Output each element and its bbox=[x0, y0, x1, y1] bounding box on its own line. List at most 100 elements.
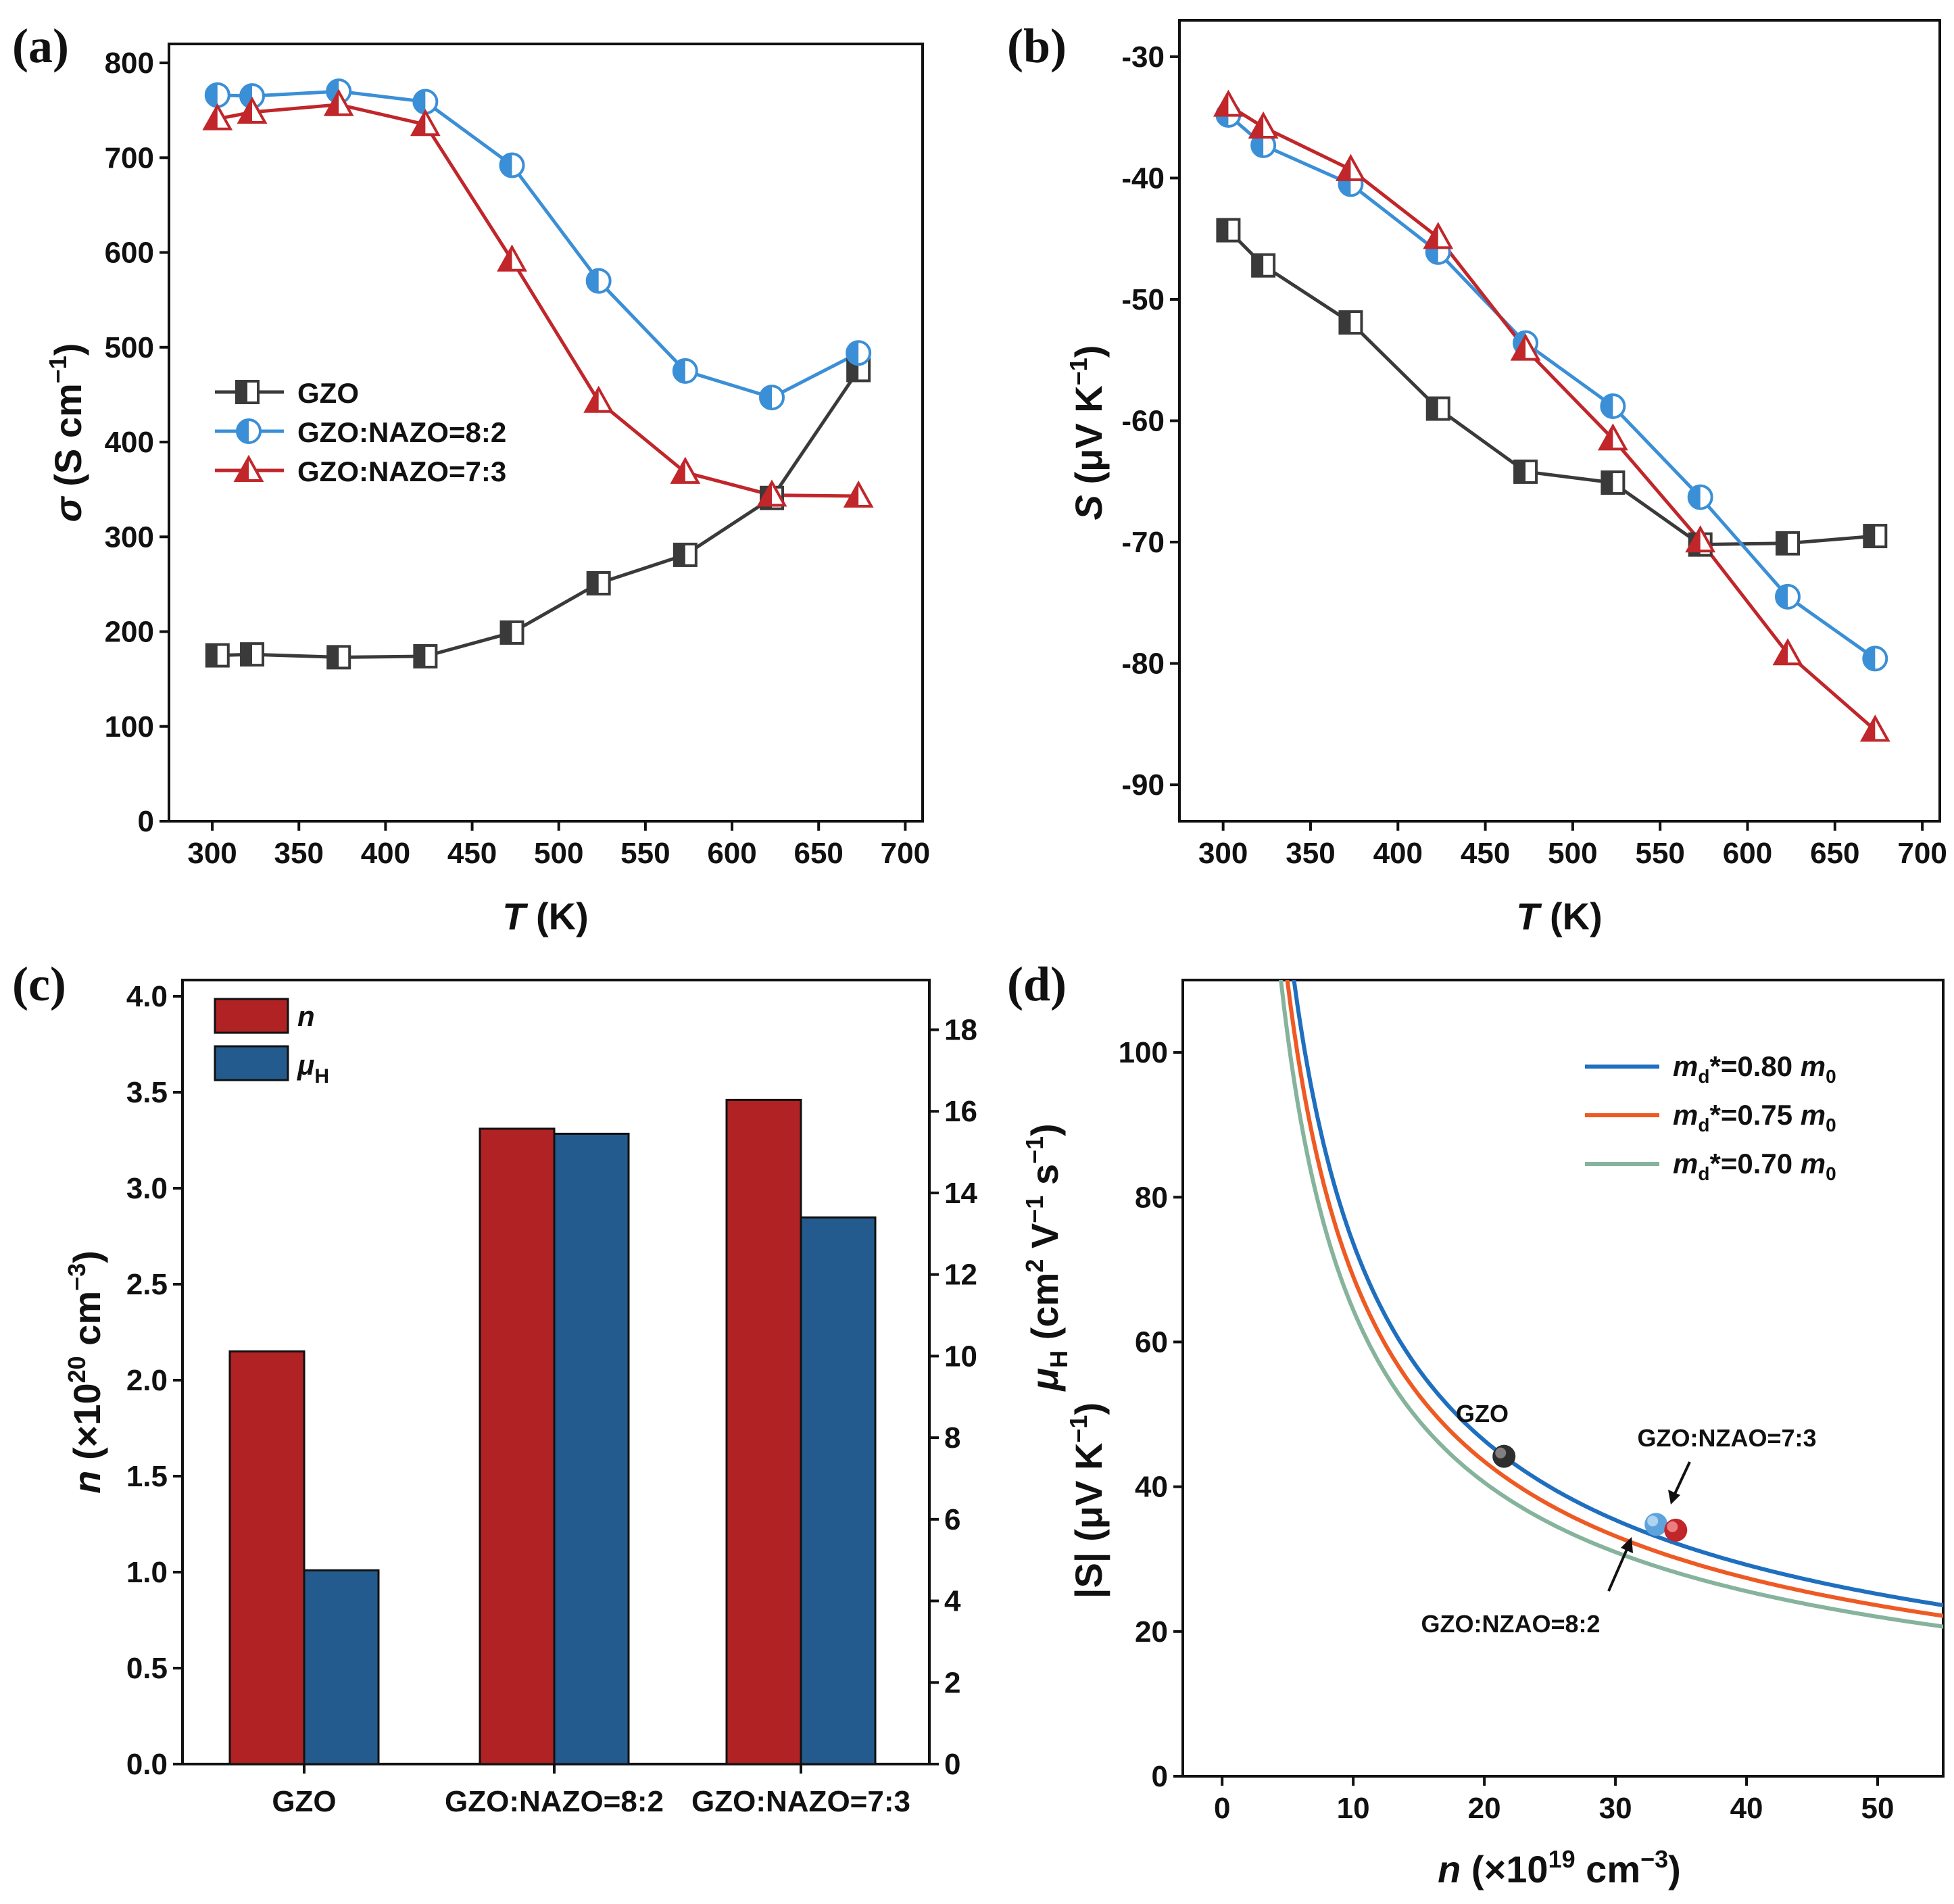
a-point-2 bbox=[410, 109, 441, 137]
panel-d-frame bbox=[1181, 979, 1945, 1778]
a-ytick-label: 300 bbox=[105, 520, 154, 554]
panel-b: (b) 300 350 400 450 500 550 600 650 700 -30 -40 -50… bbox=[1007, 19, 1947, 937]
a-point-0 bbox=[673, 542, 698, 567]
bar-n-1 bbox=[479, 1127, 556, 1765]
c-y2tick-label: 18 bbox=[944, 1013, 977, 1046]
annotation-nzao73: GZO:NZAO=7:3 bbox=[1637, 1424, 1816, 1452]
panel-a-xlabel: T (K) bbox=[502, 895, 589, 937]
b-ytick-label: -50 bbox=[1121, 283, 1165, 316]
c-y2tick-label: 10 bbox=[944, 1340, 977, 1373]
c-ytick-label: 3.0 bbox=[126, 1172, 168, 1205]
c-ytick-label: 4.0 bbox=[126, 980, 168, 1013]
legend-nazo73: GZO:NAZO=7:3 bbox=[297, 456, 506, 487]
panel-a-label: (a) bbox=[12, 19, 69, 73]
b-ytick-label: -40 bbox=[1121, 162, 1165, 195]
b-ytick-label: -80 bbox=[1121, 648, 1165, 681]
b-ytick-label: -60 bbox=[1121, 405, 1165, 438]
d-xtick-label: 0 bbox=[1214, 1792, 1230, 1825]
b-point-1 bbox=[1775, 583, 1801, 610]
c-xtick-label: GZO bbox=[272, 1785, 336, 1818]
a-point-2 bbox=[670, 456, 701, 484]
c-y2tick-label: 8 bbox=[944, 1421, 960, 1455]
b-line-2 bbox=[1227, 103, 1876, 732]
b-xtick-label: 650 bbox=[1810, 837, 1859, 870]
d-point-0 bbox=[1492, 1444, 1516, 1468]
a-point-1 bbox=[499, 152, 525, 178]
a-point-1 bbox=[672, 358, 698, 384]
b-line-0 bbox=[1227, 228, 1876, 547]
a-point-0 bbox=[413, 643, 438, 668]
legend-m075: md*=0.75 m0 bbox=[1673, 1099, 1836, 1136]
a-xtick-label: 400 bbox=[361, 837, 410, 870]
c-y2tick-label: 0 bbox=[944, 1748, 960, 1781]
panel-c-legend: n μH bbox=[214, 998, 329, 1088]
bar-n-2 bbox=[725, 1098, 802, 1765]
panel-d-legend: md*=0.80 m0 md*=0.75 m0 md*=0.70 m0 bbox=[1585, 1050, 1836, 1184]
b-point-2 bbox=[1213, 89, 1244, 117]
panel-d-label: (d) bbox=[1007, 957, 1067, 1011]
a-point-0 bbox=[499, 620, 524, 645]
b-point-2 bbox=[1597, 423, 1628, 451]
a-point-2 bbox=[323, 89, 354, 116]
panel-b-label: (b) bbox=[1007, 19, 1067, 73]
b-point-0 bbox=[1338, 310, 1363, 335]
panel-d: (d) 0 10 20 30 40 50 0 20 40 60 80 100 n (×1019 cm−… bbox=[1007, 957, 1945, 1890]
a-point-0 bbox=[205, 643, 230, 668]
a-point-2 bbox=[583, 385, 614, 413]
d-ytick-label: 20 bbox=[1135, 1615, 1168, 1649]
b-ytick-label: -30 bbox=[1121, 41, 1165, 74]
a-ytick-label: 0 bbox=[138, 805, 154, 838]
c-ytick-label: 2.0 bbox=[126, 1364, 168, 1397]
legend-mu: μH bbox=[297, 1049, 329, 1088]
b-xtick-label: 400 bbox=[1373, 837, 1423, 870]
panel-c-ylabel: n (×1020 cm−3) bbox=[63, 1250, 108, 1494]
d-ytick-label: 100 bbox=[1119, 1036, 1168, 1069]
panel-a-legend: GZO GZO:NAZO=8:2 GZO:NAZO=7:3 bbox=[215, 377, 506, 487]
a-xtick-label: 450 bbox=[447, 837, 497, 870]
a-ytick-label: 600 bbox=[105, 237, 154, 270]
a-point-2 bbox=[756, 479, 787, 507]
c-y2tick-label: 4 bbox=[944, 1585, 961, 1618]
d-xtick-label: 30 bbox=[1599, 1792, 1632, 1825]
panel-a-frame bbox=[168, 43, 924, 823]
a-point-1 bbox=[585, 268, 612, 294]
panel-c-y2label: μH (cm2 V−1 s−1) bbox=[1021, 1123, 1073, 1392]
bar-mu-1 bbox=[553, 1132, 630, 1765]
panel-d-xlabel: n (×1019 cm−3) bbox=[1438, 1845, 1681, 1890]
panel-b-ticks: 300 350 400 450 500 550 600 650 700 -30 -40 -50 -60 -… bbox=[1121, 41, 1947, 870]
d-point-2 bbox=[1664, 1518, 1688, 1542]
b-point-0 bbox=[1251, 253, 1276, 278]
a-xtick-label: 300 bbox=[187, 837, 237, 870]
a-point-1 bbox=[846, 340, 872, 366]
panel-a-series bbox=[202, 78, 874, 670]
a-ytick-label: 200 bbox=[105, 616, 154, 649]
b-point-2 bbox=[1772, 638, 1803, 666]
a-point-2 bbox=[843, 480, 874, 508]
b-xtick-label: 700 bbox=[1897, 837, 1947, 870]
b-ytick-label: -90 bbox=[1121, 768, 1165, 802]
bar-n-0 bbox=[228, 1350, 306, 1765]
a-xtick-label: 600 bbox=[707, 837, 756, 870]
c-y2tick-label: 12 bbox=[944, 1259, 977, 1292]
panel-d-curves bbox=[1279, 980, 1943, 1629]
b-xtick-label: 450 bbox=[1461, 837, 1510, 870]
panel-d-points bbox=[1492, 1444, 1688, 1542]
legend-n-swatch bbox=[214, 998, 289, 1034]
c-y2tick-label: 6 bbox=[944, 1503, 960, 1536]
annotation-arrows bbox=[1607, 1461, 1691, 1592]
d-ytick-label: 60 bbox=[1135, 1325, 1168, 1359]
bar-mu-0 bbox=[303, 1569, 380, 1765]
a-point-0 bbox=[326, 645, 351, 670]
d-xtick-label: 40 bbox=[1730, 1792, 1763, 1825]
d-xtick-label: 10 bbox=[1337, 1792, 1370, 1825]
b-point-2 bbox=[1859, 714, 1890, 742]
b-point-2 bbox=[1248, 111, 1279, 139]
a-point-0 bbox=[240, 642, 265, 667]
a-xtick-label: 700 bbox=[881, 837, 930, 870]
panel-a-ylabel: σ (S cm−1) bbox=[44, 343, 89, 522]
a-point-2 bbox=[497, 244, 527, 272]
b-point-1 bbox=[1687, 484, 1713, 510]
b-ytick-label: -70 bbox=[1121, 526, 1165, 559]
c-y2tick-label: 16 bbox=[944, 1095, 977, 1128]
